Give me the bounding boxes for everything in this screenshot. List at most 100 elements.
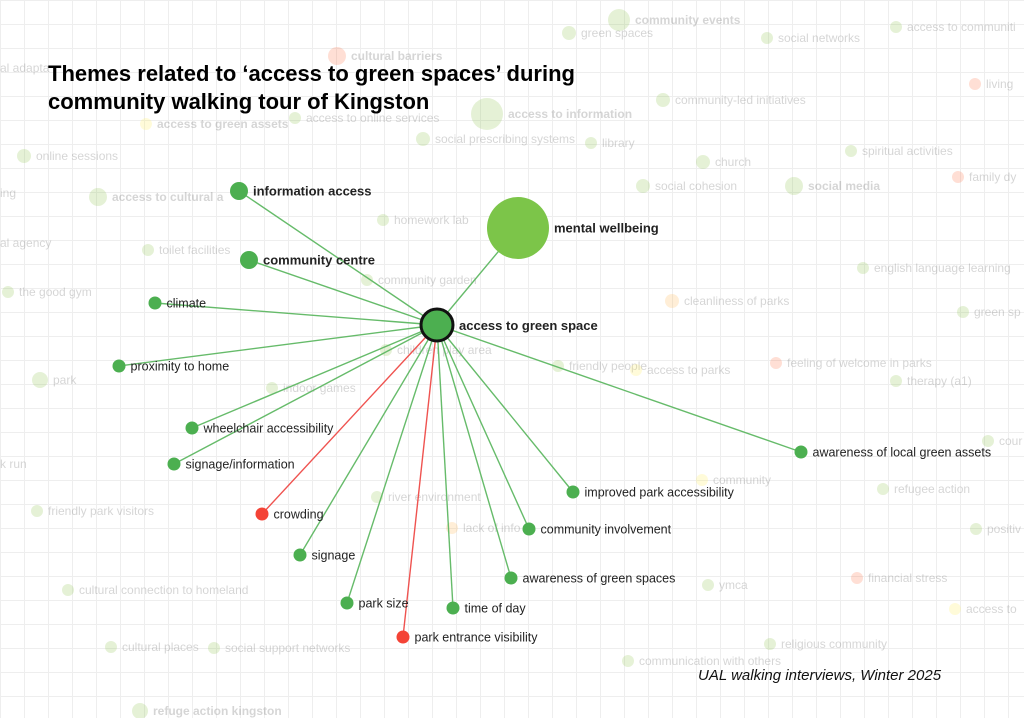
background-node-library: library — [585, 136, 635, 150]
background-node-label: ing — [0, 186, 16, 200]
page-title: Themes related to ‘access to green space… — [48, 61, 575, 114]
background-node-circle — [857, 262, 869, 274]
node-circle-awareness-of-local-green-assets[interactable] — [794, 445, 808, 459]
background-node-circle — [416, 132, 430, 146]
background-node-al-adapta: al adapta — [0, 61, 50, 75]
edge-group — [118, 190, 802, 638]
background-node-circle — [957, 306, 969, 318]
node-circle-community-centre[interactable] — [240, 251, 258, 269]
node-information-access[interactable]: information access — [230, 182, 372, 200]
background-node-label: social cohesion — [655, 179, 737, 193]
background-node-community-garden: community garden — [361, 273, 477, 287]
node-circle-crowding[interactable] — [255, 507, 269, 521]
background-node-family-dy: family dy — [952, 170, 1016, 184]
background-node-label: church — [715, 155, 751, 169]
node-signage[interactable]: signage — [293, 548, 356, 563]
edge-information-access — [238, 190, 438, 326]
node-circle-signage-information[interactable] — [167, 457, 181, 471]
node-group: mental wellbeing information access commun… — [112, 182, 992, 645]
background-node-circle — [702, 579, 714, 591]
node-circle-improved-park-accessibility[interactable] — [566, 485, 580, 499]
node-label-improved-park-accessibility: improved park accessibility — [585, 486, 735, 500]
background-node-label: cultural barriers — [351, 49, 443, 63]
node-crowding[interactable]: crowding — [255, 507, 324, 522]
node-circle-park-entrance-visibility[interactable] — [396, 630, 410, 644]
background-node-label: feeling of welcome in parks — [787, 356, 932, 370]
edge-signage-information — [173, 324, 438, 465]
background-node-circle — [89, 188, 107, 206]
background-node-circle — [471, 98, 503, 130]
background-node-label: k run — [0, 457, 27, 471]
node-improved-park-accessibility[interactable]: improved park accessibility — [566, 485, 735, 500]
background-node-social-support-networks: social support networks — [208, 641, 350, 655]
background-node-circle — [208, 642, 220, 654]
node-circle-mental-wellbeing[interactable] — [487, 197, 549, 259]
node-signage-information[interactable]: signage/information — [167, 457, 295, 472]
node-circle-climate[interactable] — [148, 296, 162, 310]
edge-awareness-of-local-green-assets — [436, 324, 802, 453]
background-node-label: friendly park visitors — [48, 504, 154, 518]
center-node-label: access to green space — [459, 318, 598, 333]
background-node-circle — [665, 294, 679, 308]
background-node-circle — [785, 177, 803, 195]
background-node-social-cohesion: social cohesion — [636, 179, 737, 193]
node-label-awareness-of-green-spaces: awareness of green spaces — [523, 572, 676, 586]
background-node-label: social support networks — [225, 641, 350, 655]
node-circle-park-size[interactable] — [340, 596, 354, 610]
node-mental-wellbeing[interactable]: mental wellbeing — [487, 197, 659, 259]
background-node-access-to-cultural-a: access to cultural a — [89, 188, 224, 206]
node-circle-time-of-day[interactable] — [446, 601, 460, 615]
background-node-label: access to communiti — [907, 20, 1016, 34]
background-node-circle — [105, 641, 117, 653]
background-node-circle — [969, 78, 981, 90]
node-proximity-to-home[interactable]: proximity to home — [112, 359, 230, 374]
node-circle-wheelchair-accessibility[interactable] — [185, 421, 199, 435]
background-node-label: library — [602, 136, 635, 150]
node-park-entrance-visibility[interactable]: park entrance visibility — [396, 630, 539, 645]
background-node-circle — [982, 435, 994, 447]
background-node-access-to-communiti: access to communiti — [890, 20, 1016, 34]
background-node-circle — [877, 483, 889, 495]
background-node-living: living — [969, 77, 1013, 91]
background-node-label: social networks — [778, 31, 860, 45]
background-node-label: access to online services — [306, 111, 439, 125]
background-node-circle — [289, 112, 301, 124]
background-node-children-play-area: children play area — [380, 343, 492, 357]
node-circle-community-involvement[interactable] — [522, 522, 536, 536]
node-circle-signage[interactable] — [293, 548, 307, 562]
node-community-involvement[interactable]: community involvement — [522, 522, 672, 537]
node-circle-proximity-to-home[interactable] — [112, 359, 126, 373]
node-label-proximity-to-home: proximity to home — [131, 360, 230, 374]
background-node-label: family dy — [969, 170, 1016, 184]
background-node-access-to-green-assets: access to green assets — [140, 117, 289, 131]
node-circle-awareness-of-green-spaces[interactable] — [504, 571, 518, 585]
background-node-church: church — [696, 155, 751, 169]
background-node-feeling-of-welcome-in-parks: feeling of welcome in parks — [770, 356, 932, 370]
background-node-label: cour — [999, 434, 1022, 448]
node-label-mental-wellbeing: mental wellbeing — [554, 221, 659, 236]
background-node-label: therapy (a1) — [907, 374, 972, 388]
node-time-of-day[interactable]: time of day — [446, 601, 527, 616]
node-climate[interactable]: climate — [148, 296, 207, 311]
node-awareness-of-green-spaces[interactable]: awareness of green spaces — [504, 571, 676, 586]
background-node-k-run: k run — [0, 457, 27, 471]
background-node-spiritual-activities: spiritual activities — [845, 144, 953, 158]
edge-community-centre — [248, 259, 438, 326]
center-node-circle[interactable] — [419, 307, 455, 343]
edge-awareness-of-green-spaces — [436, 324, 512, 579]
node-park-size[interactable]: park size — [340, 596, 409, 611]
background-node-green-spaces: green spaces — [562, 26, 653, 40]
node-wheelchair-accessibility[interactable]: wheelchair accessibility — [185, 421, 335, 436]
background-node-label: community events — [635, 13, 741, 27]
background-node-indoor-games: indoor games — [266, 381, 356, 395]
background-node-label: al adapta — [0, 61, 50, 75]
center-node[interactable]: access to green space — [419, 307, 598, 343]
background-node-label: cleanliness of parks — [684, 294, 789, 308]
background-node-circle — [636, 179, 650, 193]
node-awareness-of-local-green-assets[interactable]: awareness of local green assets — [794, 445, 992, 460]
node-community-centre[interactable]: community centre — [240, 251, 375, 269]
node-circle-information-access[interactable] — [230, 182, 248, 200]
background-node-circle — [377, 214, 389, 226]
